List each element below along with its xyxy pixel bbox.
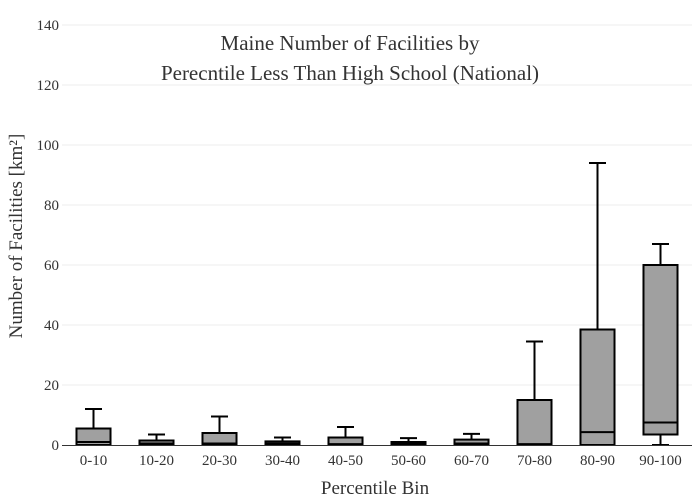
x-tick-label-90-100: 90-100 — [639, 453, 682, 469]
box-0-10 — [75, 408, 112, 446]
y-tick-label-60: 60 — [44, 258, 59, 274]
y-tick-labels: 0 20 40 60 80 100 120 140 — [37, 18, 60, 454]
box-60-70 — [453, 432, 490, 447]
box-body — [579, 328, 616, 446]
box-70-80 — [516, 340, 553, 446]
y-tick-label-140: 140 — [37, 18, 60, 34]
grid-lines — [62, 24, 692, 386]
box-series — [75, 162, 679, 447]
chart-title-line-1: Maine Number of Facilities by — [221, 31, 480, 55]
y-tick-label-0: 0 — [52, 438, 60, 454]
x-axis-label: Percentile Bin — [321, 478, 430, 499]
x-tick-label-10-20: 10-20 — [139, 453, 174, 469]
x-tick-label-20-30: 20-30 — [202, 453, 237, 469]
y-tick-label-100: 100 — [37, 138, 60, 154]
x-tick-label-50-60: 50-60 — [391, 453, 426, 469]
x-tick-label-0-10: 0-10 — [80, 453, 108, 469]
x-tick-label-30-40: 30-40 — [265, 453, 300, 469]
box-50-60 — [390, 437, 427, 446]
box-body — [516, 399, 553, 446]
y-tick-label-40: 40 — [44, 318, 59, 334]
y-axis-label: Number of Facilities [km²] — [6, 134, 27, 339]
box-10-20 — [138, 433, 175, 446]
y-tick-label-80: 80 — [44, 198, 59, 214]
box-30-40 — [264, 436, 301, 446]
box-40-50 — [327, 426, 364, 446]
box-body — [642, 264, 679, 436]
box-90-100 — [642, 243, 679, 446]
y-tick-label-120: 120 — [37, 78, 60, 94]
box-80-90 — [579, 162, 616, 446]
box-20-30 — [201, 415, 238, 446]
x-tick-label-60-70: 60-70 — [454, 453, 489, 469]
x-tick-labels: 0-10 10-20 20-30 30-40 40-50 50-60 60-70 70-80 8… — [80, 453, 682, 469]
x-tick-label-70-80: 70-80 — [517, 453, 552, 469]
y-tick-label-20: 20 — [44, 378, 59, 394]
chart-title-line-2: Perecntile Less Than High School (Nation… — [161, 61, 539, 85]
x-tick-label-80-90: 80-90 — [580, 453, 615, 469]
x-tick-label-40-50: 40-50 — [328, 453, 363, 469]
